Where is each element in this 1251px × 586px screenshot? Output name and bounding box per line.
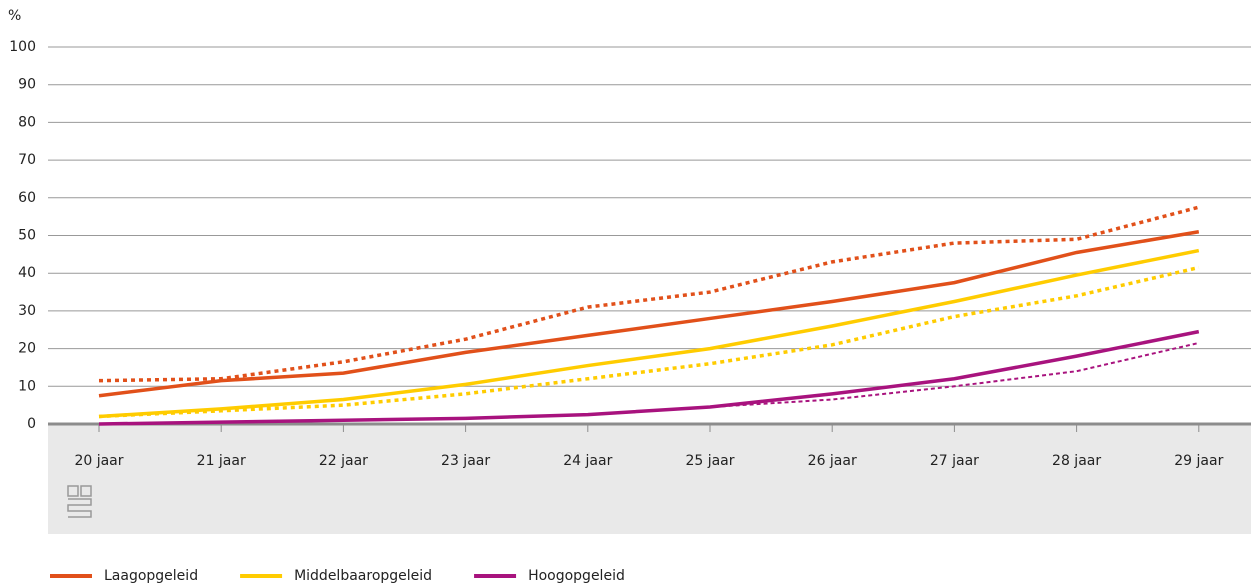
line-series (98, 205, 1200, 383)
y-tick-label: 90 (18, 77, 36, 93)
legend-label: Laagopgeleid (104, 568, 198, 584)
legend-label: Hoogopgeleid (528, 568, 625, 584)
x-tick-label: 28 jaar (1052, 453, 1101, 469)
x-tick-label: 20 jaar (74, 453, 123, 469)
x-tick-label: 23 jaar (441, 453, 490, 469)
y-axis-label: % (8, 8, 21, 24)
y-tick-label: 10 (18, 378, 36, 394)
legend-label: Middelbaaropgeleid (294, 568, 432, 584)
x-tick-label: 26 jaar (808, 453, 857, 469)
y-tick-label: 0 (27, 416, 36, 432)
y-tick-label: 40 (18, 265, 36, 281)
x-tick-label: 25 jaar (685, 453, 734, 469)
logo (67, 485, 92, 518)
y-tick-label: 30 (18, 303, 36, 319)
y-tick-label: 80 (18, 114, 36, 130)
y-tick-label: 70 (18, 152, 36, 168)
line-series (98, 265, 1200, 419)
x-tick-label: 24 jaar (563, 453, 612, 469)
y-tick-label: 100 (9, 39, 36, 55)
line-series (98, 248, 1200, 419)
y-tick-label: 20 (18, 341, 36, 357)
x-tick-label: 27 jaar (930, 453, 979, 469)
x-tick-label: 21 jaar (197, 453, 246, 469)
x-axis-band (48, 424, 1251, 534)
x-tick-label: 22 jaar (319, 453, 368, 469)
line-series (98, 341, 1200, 425)
y-tick-label: 50 (18, 228, 36, 244)
line-series (98, 230, 1200, 398)
y-tick-label: 60 (18, 190, 36, 206)
x-tick-label: 29 jaar (1174, 453, 1223, 469)
